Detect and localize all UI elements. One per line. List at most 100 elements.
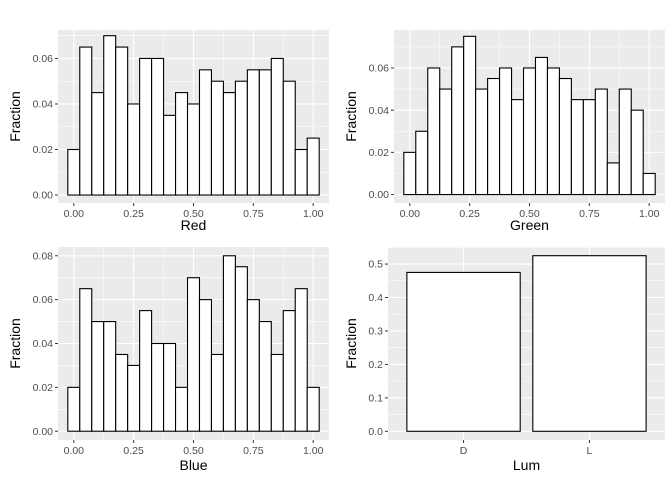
- histogram-bar: [570, 99, 584, 196]
- histogram-bar: [198, 69, 213, 196]
- histogram-bar: [642, 172, 656, 196]
- histogram-bar: [198, 299, 213, 432]
- histogram-bar: [115, 353, 129, 432]
- y-tick-label: 0.00: [369, 189, 390, 201]
- histogram-bar: [115, 46, 129, 196]
- y-tick-label: 0.02: [369, 147, 390, 159]
- y-tick-label: 0.00: [33, 190, 54, 202]
- histogram-bar: [246, 69, 260, 196]
- histogram-bar: [174, 92, 189, 196]
- histogram-bar: [127, 103, 141, 196]
- histogram-bar: [403, 151, 417, 196]
- histogram-bar: [282, 310, 296, 432]
- histogram-bar: [258, 321, 272, 432]
- histogram-bar: [546, 67, 560, 196]
- histogram-bar: [487, 77, 501, 196]
- y-axis-title: Fraction: [7, 318, 23, 369]
- y-tick-label: 0.00: [33, 426, 54, 438]
- histogram-bar: [294, 288, 308, 432]
- x-tick-label: D: [460, 445, 468, 457]
- x-tick-label: 0.00: [64, 445, 85, 457]
- bar-L: [532, 255, 647, 432]
- y-tick-label: 0.3: [368, 326, 383, 338]
- y-tick-label: 0.08: [33, 250, 54, 262]
- histogram-bar: [594, 88, 608, 196]
- histogram-bar: [103, 321, 117, 432]
- panel-red: 0.00 0.02 0.04 0.06 0.00 0.25 0.50 0.75 1.00 Red F…: [7, 30, 329, 233]
- histogram-bar: [222, 255, 236, 432]
- histogram-bar: [210, 80, 224, 196]
- histogram-bar: [91, 321, 105, 432]
- x-tick-label: 0.50: [183, 445, 204, 457]
- histogram-bar: [427, 67, 441, 196]
- histogram-bar: [222, 92, 236, 196]
- x-tick-label: 0.25: [459, 208, 480, 220]
- x-tick-label: 1.00: [303, 445, 324, 457]
- y-tick-label: 0.4: [368, 292, 383, 304]
- x-axis-title: Red: [181, 217, 207, 233]
- x-tick-label: 0.75: [579, 208, 600, 220]
- histogram-bar: [139, 310, 153, 432]
- x-tick-label: 0.75: [243, 445, 264, 457]
- x-tick-label: 0.50: [183, 208, 204, 220]
- y-tick-label: 0.5: [368, 259, 383, 271]
- histogram-bar: [499, 67, 513, 196]
- histogram-bar: [174, 386, 189, 432]
- histogram-bar: [582, 99, 596, 196]
- histogram-bar: [558, 77, 572, 196]
- y-tick-label: 0.0: [368, 426, 383, 438]
- histogram-bar: [79, 288, 93, 432]
- bar-D: [406, 271, 521, 432]
- x-tick-label: 0.00: [400, 208, 421, 220]
- y-tick-label: 0.06: [33, 53, 54, 65]
- x-tick-label: 1.00: [639, 208, 660, 220]
- histogram-bar: [534, 56, 549, 196]
- histogram-bar: [415, 130, 429, 196]
- histogram-bar: [163, 342, 177, 432]
- histogram-bar: [186, 103, 201, 196]
- histogram-bar: [127, 364, 141, 432]
- y-axis-title: Fraction: [343, 318, 359, 369]
- histogram-bar: [306, 137, 320, 196]
- y-tick-label: 0.02: [33, 144, 54, 156]
- y-axis-title: Fraction: [343, 91, 359, 142]
- histogram-bar: [139, 57, 153, 196]
- panel-lum: 0.0 0.1 0.2 0.3 0.4 0.5 D L Lum Fraction: [343, 247, 665, 473]
- x-tick-label: 0.75: [243, 208, 264, 220]
- histogram-bar: [270, 353, 284, 432]
- y-tick-label: 0.06: [369, 63, 390, 75]
- y-tick-label: 0.1: [368, 392, 383, 404]
- histogram-bar: [451, 46, 465, 196]
- panel-green: 0.00 0.02 0.04 0.06 0.00 0.25 0.50 0.75 1.00 Gree…: [343, 30, 665, 233]
- histogram-bar: [270, 57, 284, 196]
- histogram-bar: [67, 148, 81, 196]
- histogram-bar: [234, 266, 248, 432]
- histogram-bar: [234, 80, 248, 196]
- x-tick-label: 0.25: [123, 208, 144, 220]
- histogram-bar: [618, 88, 632, 196]
- panel-blue: 0.00 0.02 0.04 0.06 0.08 0.00 0.25 0.50 0.75 1.00…: [7, 247, 329, 473]
- histogram-bar: [282, 80, 296, 196]
- x-tick-label: L: [587, 445, 593, 457]
- histogram-bar: [258, 69, 272, 196]
- y-tick-label: 0.2: [368, 359, 383, 371]
- y-tick-label: 0.04: [33, 99, 54, 111]
- histogram-bar: [91, 92, 105, 196]
- histogram-bar: [210, 353, 224, 432]
- histogram-bar: [246, 299, 260, 432]
- histogram-bar: [439, 88, 453, 196]
- histogram-bar: [522, 67, 537, 196]
- x-tick-label: 0.00: [64, 208, 85, 220]
- histogram-bar: [186, 277, 201, 432]
- histogram-bar: [475, 88, 489, 196]
- x-tick-label: 0.25: [123, 445, 144, 457]
- x-tick-label: 0.50: [519, 208, 540, 220]
- histogram-bar: [463, 35, 477, 196]
- y-tick-label: 0.04: [33, 338, 54, 350]
- histogram-bar: [103, 35, 117, 196]
- histogram-bar: [151, 342, 165, 432]
- x-tick-label: 1.00: [303, 208, 324, 220]
- x-axis-title: Lum: [513, 457, 540, 473]
- y-tick-label: 0.06: [33, 294, 54, 306]
